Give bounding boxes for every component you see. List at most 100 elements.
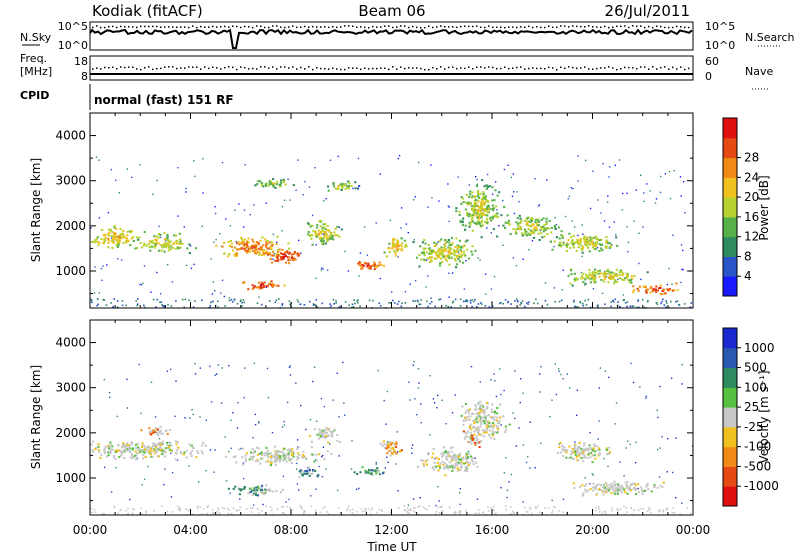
echo-cell (292, 257, 295, 260)
echo-cell (581, 251, 584, 254)
echo-cell (244, 457, 248, 460)
scatter-point (288, 498, 290, 501)
ground-scatter-point (261, 303, 263, 306)
echo-cell (173, 234, 176, 237)
echo-cell (97, 445, 100, 448)
scatter-point (604, 370, 606, 372)
ground-scatter-point (187, 509, 189, 512)
colorbar-swatch (723, 387, 737, 408)
nave-point (508, 67, 510, 70)
echo-cell (626, 484, 629, 487)
scatter-point (322, 268, 324, 270)
echo-cell (464, 240, 467, 243)
scatter-point (150, 291, 152, 293)
echo-cell (392, 240, 395, 243)
scatter-point (400, 227, 402, 229)
ground-scatter-point (582, 304, 585, 307)
scatter-point (601, 292, 604, 295)
ground-scatter-point (303, 304, 306, 306)
scatter-point (568, 195, 571, 198)
ground-scatter-point (537, 505, 539, 507)
echo-cell (467, 464, 470, 467)
echo-cell (310, 446, 313, 449)
echo-cell (574, 279, 577, 282)
echo-cell (113, 241, 116, 244)
y-tick-label: 2000 (55, 219, 86, 233)
echo-cell (629, 489, 633, 492)
scatter-point (103, 378, 105, 381)
echo-cell (491, 209, 495, 212)
scatter-point (574, 441, 576, 443)
echo-cell (387, 446, 391, 449)
echo-cell (465, 469, 469, 471)
ground-scatter-point (629, 305, 631, 308)
colorbar-swatch (723, 256, 737, 277)
ground-scatter-point (611, 299, 614, 302)
scatter-point (209, 449, 212, 451)
echo-cell (479, 440, 483, 443)
nsearch-point (316, 26, 318, 28)
ground-scatter-point (319, 511, 322, 514)
ground-scatter-point (599, 511, 601, 513)
y-tick-label: 4000 (55, 336, 86, 350)
echo-cell (93, 241, 96, 244)
ground-scatter-point (236, 303, 239, 305)
echo-cell (182, 453, 185, 456)
nave-point (368, 68, 370, 70)
echo-cell (594, 486, 597, 489)
echo-cell (540, 232, 543, 235)
ground-scatter-point (519, 304, 521, 306)
echo-cell (600, 489, 603, 492)
echo-cell (425, 251, 429, 254)
echo-cell (495, 412, 499, 415)
nave-point (324, 67, 326, 70)
echo-cell (484, 197, 487, 200)
echo-cell (330, 232, 333, 235)
echo-cell (152, 431, 155, 434)
ground-scatter-point (660, 302, 662, 305)
echo-cell (265, 250, 268, 253)
nave-point (376, 67, 378, 70)
echo-cell (270, 254, 273, 257)
echo-cell (284, 261, 288, 264)
nave-point (372, 67, 374, 70)
nsearch-point (436, 26, 438, 28)
echo-cell (566, 242, 569, 245)
scatter-point (225, 218, 227, 220)
echo-cell (496, 235, 499, 238)
echo-cell (481, 208, 484, 211)
echo-cell (103, 450, 106, 453)
ground-scatter-point (335, 299, 337, 302)
ground-scatter-point (619, 508, 622, 510)
ground-scatter-point (217, 513, 220, 515)
echo-cell (577, 245, 580, 248)
echo-cell (591, 237, 594, 240)
ground-scatter-point (558, 300, 561, 303)
echo-cell (342, 184, 346, 187)
ground-scatter-point (238, 509, 241, 511)
echo-cell (238, 248, 242, 251)
scatter-point (538, 204, 541, 206)
scatter-point (140, 412, 142, 415)
echo-cell (114, 232, 117, 235)
ground-scatter-point (666, 507, 669, 510)
echo-cell (591, 486, 595, 489)
echo-cell (477, 189, 480, 192)
echo-cell (324, 435, 328, 438)
echo-cell (100, 237, 103, 240)
echo-cell (524, 220, 527, 222)
echo-cell (529, 229, 532, 232)
echo-cell (620, 270, 623, 273)
scatter-point (379, 173, 382, 175)
echo-cell (582, 237, 586, 240)
echo-cell (572, 243, 575, 246)
echo-cell (637, 289, 640, 292)
scatter-point (476, 183, 478, 185)
scatter-point (411, 452, 413, 454)
echo-cell (282, 253, 285, 256)
echo-cell (375, 472, 378, 475)
echo-cell (330, 431, 334, 434)
echo-cell (294, 258, 297, 261)
scatter-point (633, 220, 635, 222)
echo-cell (327, 185, 330, 188)
